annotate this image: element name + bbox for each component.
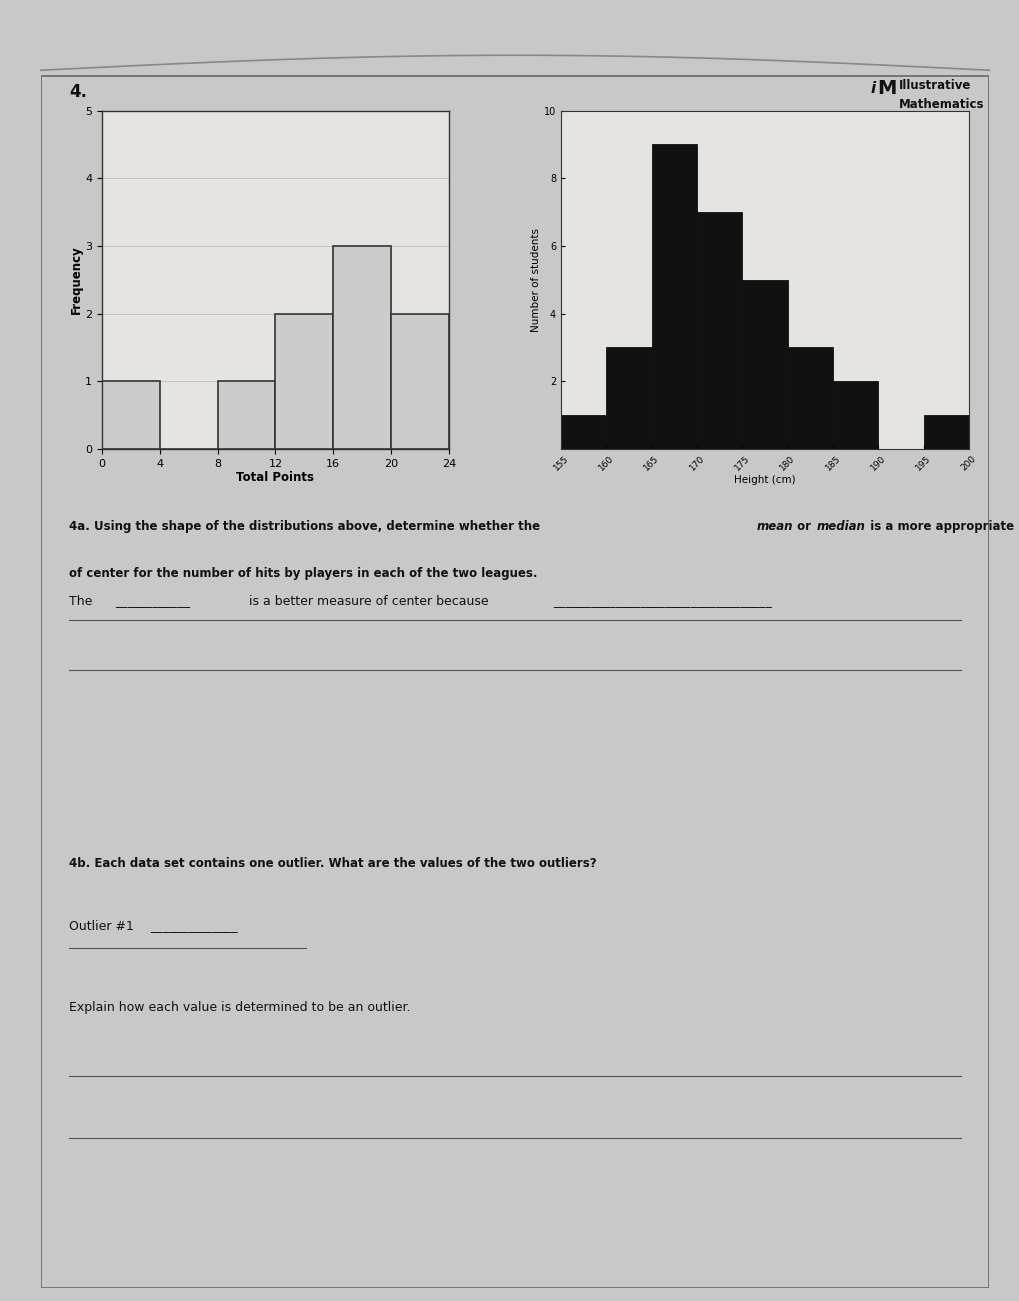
Text: i: i <box>870 82 875 96</box>
Text: of center for the number of hits by players in each of the two leagues.: of center for the number of hits by play… <box>69 567 537 580</box>
X-axis label: Height (cm): Height (cm) <box>734 475 795 485</box>
Bar <box>696 212 742 449</box>
Bar <box>333 246 390 449</box>
Text: Outlier #1: Outlier #1 <box>69 920 138 933</box>
Text: 4b. Each data set contains one outlier. What are the values of the two outliers?: 4b. Each data set contains one outlier. … <box>69 857 596 870</box>
Bar <box>275 314 333 449</box>
X-axis label: Total Points: Total Points <box>236 471 314 484</box>
Text: is a better measure of center because: is a better measure of center because <box>245 595 492 608</box>
Text: ______________: ______________ <box>150 920 237 933</box>
Text: ____________: ____________ <box>115 595 190 608</box>
Text: or: or <box>792 520 814 533</box>
Bar <box>787 347 833 449</box>
Bar <box>217 381 275 449</box>
Bar <box>102 381 160 449</box>
Bar <box>923 415 968 449</box>
Bar <box>651 144 696 449</box>
Text: Illustrative: Illustrative <box>899 79 971 92</box>
Text: Mathematics: Mathematics <box>899 98 983 111</box>
Bar <box>390 314 448 449</box>
Text: M: M <box>876 79 896 99</box>
Text: The: The <box>69 595 97 608</box>
Bar <box>560 415 605 449</box>
Bar <box>742 280 787 449</box>
Text: 4.: 4. <box>69 83 88 100</box>
Text: 4a. Using the shape of the distributions above, determine whether the: 4a. Using the shape of the distributions… <box>69 520 544 533</box>
Text: is a more appropriate measure: is a more appropriate measure <box>861 520 1019 533</box>
Y-axis label: Number of students: Number of students <box>531 228 541 332</box>
Bar <box>833 381 877 449</box>
Y-axis label: Frequency: Frequency <box>69 246 83 314</box>
Text: mean: mean <box>756 520 793 533</box>
Bar <box>605 347 651 449</box>
Text: ___________________________________: ___________________________________ <box>552 595 771 608</box>
Text: median: median <box>816 520 865 533</box>
Text: Explain how each value is determined to be an outlier.: Explain how each value is determined to … <box>69 1000 411 1013</box>
